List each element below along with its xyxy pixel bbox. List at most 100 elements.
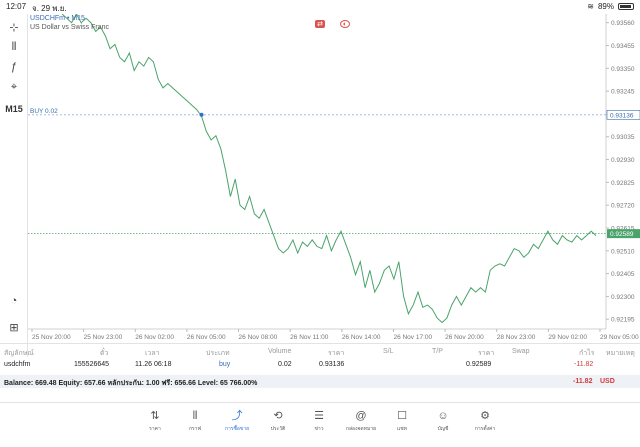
col-price: ราคา bbox=[328, 350, 345, 357]
quotes-icon: ⇅ bbox=[150, 410, 160, 422]
balance-currency: USD bbox=[600, 378, 615, 385]
bottom-nav: ⇅ ราคา ⫴ กราฟ ⤴ การซื้อขาย ⟲ ประวัติ ☰ ข่าว @… bbox=[0, 402, 640, 447]
y-tick-label: 0.92405 bbox=[611, 271, 635, 278]
add-window-icon[interactable]: ⊞ bbox=[9, 321, 19, 334]
trade-table-header: สัญลักษณ์ ตั๋ว เวลา ประเภท Volume ราคา S… bbox=[0, 343, 640, 357]
col-profit: กำไร bbox=[579, 350, 595, 357]
timeframe-button[interactable]: M15 bbox=[5, 104, 23, 114]
x-tick-label: 29 Nov 05:00 bbox=[600, 334, 639, 341]
battery-percent: 89% bbox=[597, 2, 614, 11]
y-tick-label: 0.92195 bbox=[611, 317, 635, 324]
nav-account[interactable]: ☺ บัญชี bbox=[420, 409, 466, 439]
col-ticket: ตั๋ว bbox=[100, 350, 109, 357]
x-tick-label: 28 Nov 23:00 bbox=[497, 334, 536, 341]
chart-symbol: USDCHFm • M15 bbox=[30, 15, 85, 22]
news-icon: ☰ bbox=[314, 410, 324, 422]
account-icon: ☺ bbox=[437, 410, 449, 422]
x-tick-label: 26 Nov 05:00 bbox=[187, 334, 226, 341]
status-bar: 12:07 จ. 29 พ.ย. ≋ 89% bbox=[0, 0, 640, 14]
nav-label: กล่องจดหมาย bbox=[345, 426, 377, 432]
nav-history[interactable]: ⟲ ประวัติ bbox=[255, 409, 301, 439]
mailbox-icon: @ bbox=[355, 410, 367, 422]
trade-icon: ⤴ bbox=[231, 410, 243, 422]
one-click-trading-icon[interactable]: ⇄ bbox=[315, 20, 325, 28]
left-toolbar: ⊹ ⫴ ƒ ⌖ M15 ◔ ⊞ bbox=[0, 14, 28, 357]
crosshair-icon[interactable]: ⊹ bbox=[9, 21, 19, 34]
chat-icon: ☐ bbox=[397, 410, 407, 422]
balance-row: Balance: 669.48 Equity: 657.66 หลักประกั… bbox=[0, 375, 640, 388]
loading-icon: ◐ bbox=[340, 20, 350, 28]
nav-label: การซื้อขาย bbox=[224, 426, 250, 432]
x-tick-label: 26 Nov 20:00 bbox=[445, 334, 484, 341]
y-tick-label: 0.92510 bbox=[611, 248, 635, 255]
x-tick-label: 29 Nov 02:00 bbox=[548, 334, 587, 341]
col-swap: Swap bbox=[512, 348, 530, 355]
chart-description: US Dollar vs Swiss Franc bbox=[30, 24, 109, 31]
nav-label: กราฟ bbox=[188, 426, 202, 432]
buy-entry-marker bbox=[199, 112, 204, 117]
nav-trade[interactable]: ⤴ การซื้อขาย bbox=[214, 409, 260, 439]
y-tick-label: 0.92825 bbox=[611, 180, 635, 187]
col-current-price: ราคา bbox=[478, 350, 495, 357]
y-tick-label: 0.92300 bbox=[611, 294, 635, 301]
nav-label: ประวัติ bbox=[270, 426, 286, 432]
gauge-icon[interactable]: ◔ bbox=[10, 295, 18, 307]
y-tick-label: 0.93560 bbox=[611, 20, 635, 27]
price-chart[interactable]: 0.935600.934550.933500.932450.931400.930… bbox=[28, 14, 640, 343]
col-type: ประเภท bbox=[206, 350, 230, 357]
x-tick-label: 26 Nov 02:00 bbox=[135, 334, 174, 341]
status-time: 12:07 bbox=[6, 2, 27, 11]
nav-settings[interactable]: ⚙ การตั้งค่า bbox=[462, 409, 508, 439]
row-time: 11.26 06:18 bbox=[135, 361, 172, 368]
wifi-icon: ≋ bbox=[587, 2, 594, 11]
nav-label: ข่าว bbox=[314, 426, 324, 432]
candles-icon[interactable]: ⫴ bbox=[11, 40, 17, 53]
balance-total: -11.82 bbox=[573, 378, 593, 385]
objects-icon[interactable]: ⌖ bbox=[10, 80, 18, 93]
nav-news[interactable]: ☰ ข่าว bbox=[296, 409, 342, 439]
row-type: buy bbox=[219, 361, 231, 368]
y-tick-label: 0.93245 bbox=[611, 89, 635, 96]
nav-label: การตั้งค่า bbox=[474, 426, 496, 432]
x-tick-label: 25 Nov 23:00 bbox=[84, 334, 123, 341]
price-series-line bbox=[61, 14, 597, 324]
y-tick-label: 0.92615 bbox=[611, 225, 635, 232]
row-open-price: 0.93136 bbox=[319, 361, 345, 368]
nav-chat[interactable]: ☐ แชท bbox=[379, 409, 425, 439]
row-profit: -11.82 bbox=[574, 361, 594, 368]
buy-price-tag bbox=[606, 110, 640, 120]
x-tick-label: 26 Nov 11:00 bbox=[290, 334, 329, 341]
y-tick-label: 0.93455 bbox=[611, 43, 635, 50]
nav-chart[interactable]: ⫴ กราฟ bbox=[172, 409, 218, 439]
buy-level-label: BUY 0.02 bbox=[30, 108, 58, 115]
current-price-label: 0.92589 bbox=[610, 231, 634, 238]
x-tick-label: 26 Nov 08:00 bbox=[239, 334, 278, 341]
x-tick-label: 26 Nov 17:00 bbox=[393, 334, 432, 341]
nav-label: แชท bbox=[397, 426, 407, 432]
row-symbol: usdchfm bbox=[4, 361, 31, 368]
col-symbol: สัญลักษณ์ bbox=[4, 350, 34, 357]
col-volume: Volume bbox=[268, 348, 292, 355]
status-date: จ. 29 พ.ย. bbox=[32, 4, 67, 13]
col-tp: T/P bbox=[432, 348, 443, 355]
y-tick-label: 0.93350 bbox=[611, 66, 635, 73]
balance-summary: Balance: 669.48 Equity: 657.66 หลักประกั… bbox=[4, 380, 258, 387]
nav-label: ราคา bbox=[149, 426, 161, 432]
history-icon: ⟲ bbox=[273, 410, 283, 422]
x-tick-label: 25 Nov 20:00 bbox=[32, 334, 71, 341]
col-note: หมายเหตุ bbox=[606, 350, 635, 357]
current-price-tag bbox=[607, 229, 640, 239]
col-time: เวลา bbox=[145, 350, 160, 357]
row-volume: 0.02 bbox=[278, 361, 292, 368]
x-tick-label: 26 Nov 14:00 bbox=[342, 334, 381, 341]
indicator-icon[interactable]: ƒ bbox=[10, 61, 18, 73]
battery-icon bbox=[618, 3, 634, 10]
y-tick-label: 0.93035 bbox=[611, 134, 635, 141]
y-tick-label: 0.92930 bbox=[611, 157, 635, 164]
col-sl: S/L bbox=[383, 348, 394, 355]
table-row[interactable]: usdchfm 155526645 11.26 06:18 buy 0.02 0… bbox=[0, 357, 640, 375]
chart-area[interactable]: 0.935600.934550.933500.932450.931400.930… bbox=[28, 14, 640, 357]
nav-mailbox[interactable]: @ กล่องจดหมาย bbox=[338, 409, 384, 439]
buy-price-label: 0.93136 bbox=[610, 112, 634, 119]
nav-quotes[interactable]: ⇅ ราคา bbox=[132, 409, 178, 439]
